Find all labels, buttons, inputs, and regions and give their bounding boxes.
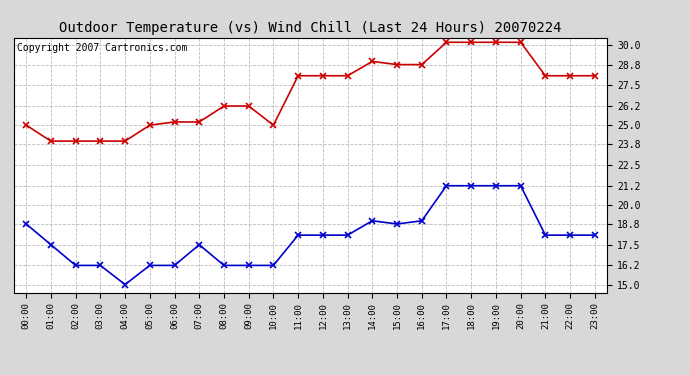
Text: Copyright 2007 Cartronics.com: Copyright 2007 Cartronics.com — [17, 43, 187, 52]
Title: Outdoor Temperature (vs) Wind Chill (Last 24 Hours) 20070224: Outdoor Temperature (vs) Wind Chill (Las… — [59, 21, 562, 35]
